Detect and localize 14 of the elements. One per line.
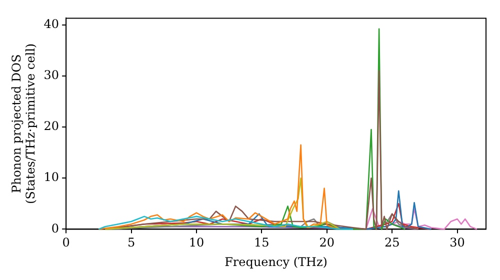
x-tick-label: 5 xyxy=(127,236,136,250)
y-tick-label: 20 xyxy=(44,119,60,134)
x-axis-title: Frequency (THz) xyxy=(224,254,328,269)
x-tick-label: 30 xyxy=(450,236,465,250)
x-tick-label: 20 xyxy=(319,236,335,250)
y-tick-label: 40 xyxy=(44,16,60,31)
y-axis-title: Phonon projected DOS (States/THz·primitive cell) xyxy=(9,43,38,204)
y-tick-label: 10 xyxy=(44,170,60,184)
y-tick-label: 0 xyxy=(51,221,60,236)
x-tick-label: 10 xyxy=(188,236,204,250)
x-tick-label: 15 xyxy=(254,236,270,250)
x-tick-label: 25 xyxy=(384,236,400,250)
x-tick-label: 0 xyxy=(62,236,70,250)
y-tick-label: 30 xyxy=(44,68,60,82)
